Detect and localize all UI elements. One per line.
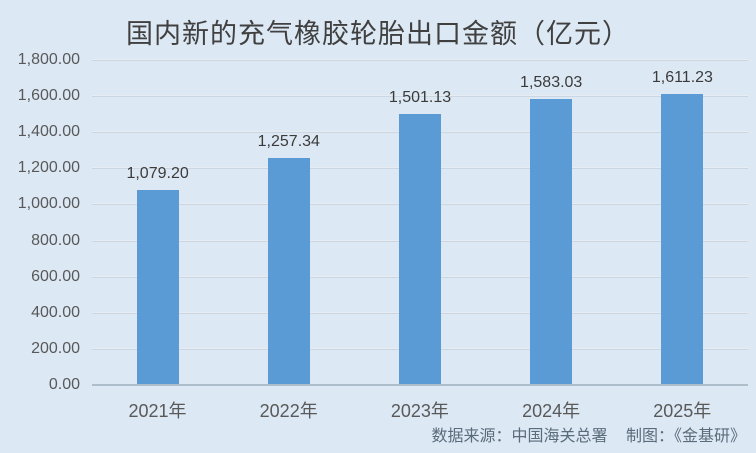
- y-tick-label: 0.00: [48, 376, 80, 393]
- y-tick-label: 1,000.00: [17, 195, 80, 213]
- bar-2024年: [530, 99, 573, 385]
- gridline: [92, 95, 748, 98]
- y-tick-label: 1,200.00: [17, 159, 80, 177]
- x-tick-label: 2021年: [128, 401, 187, 421]
- bar-value-label: 1,611.23: [651, 69, 713, 87]
- chart-title: 国内新的充气橡胶轮胎出口金额（亿元）: [126, 19, 630, 49]
- x-tick-label: 2022年: [259, 401, 318, 421]
- footer-note: 数据来源：中国海关总署 制图：《金基研》: [432, 422, 746, 446]
- x-axis-line: [92, 384, 748, 386]
- y-tick-label: 400.00: [31, 303, 80, 321]
- gridline: [92, 59, 748, 61]
- x-tick-label: 2024年: [522, 401, 581, 421]
- bar-2022年: [267, 157, 310, 385]
- bar-2025年: [661, 94, 704, 385]
- y-tick-label: 1,800.00: [17, 51, 80, 68]
- credit-note: 制图：《金基研》: [625, 428, 746, 445]
- bar-value-label: 1,079.20: [126, 165, 189, 183]
- y-tick-label: 1,400.00: [17, 123, 80, 141]
- bar-value-label: 1,501.13: [388, 88, 452, 106]
- y-tick-label: 1,600.00: [17, 87, 80, 105]
- bar-value-label: 1,583.03: [520, 74, 583, 92]
- y-tick-label: 600.00: [31, 267, 80, 285]
- x-tick-label: 2023年: [390, 401, 449, 421]
- plot-area: 1,079.20 1,257.34 1,501.13 1,583.03 1,611.23: [92, 59, 748, 386]
- y-tick-label: 800.00: [31, 231, 80, 249]
- bar-value-label: 1,257.34: [257, 132, 320, 150]
- data-source-note: 数据来源：中国海关总署: [431, 428, 608, 445]
- x-tick-label: 2025年: [653, 401, 712, 421]
- bar-2021年: [136, 190, 179, 385]
- bar-2023年: [399, 113, 441, 385]
- y-tick-label: 200.00: [31, 339, 80, 357]
